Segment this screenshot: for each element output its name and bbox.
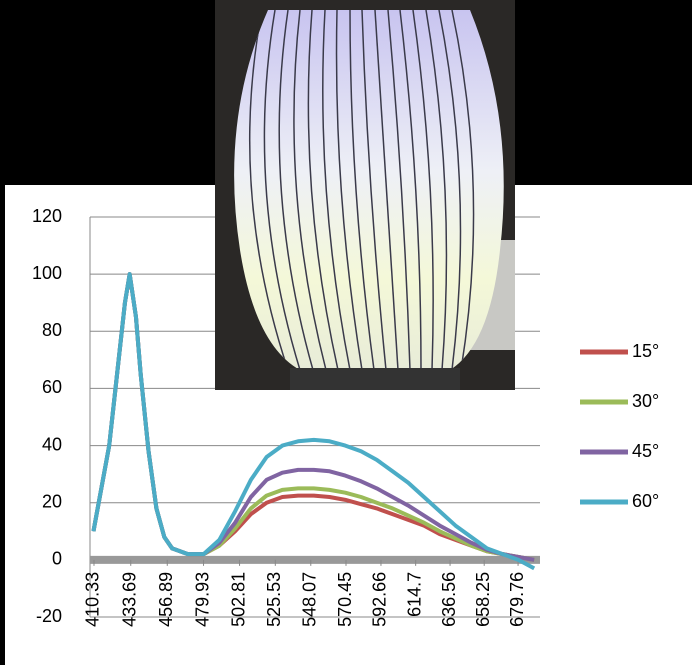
y-tick-label: 120 [32,206,62,226]
x-tick-label: 614.7 [404,572,424,617]
x-tick-label: 433.69 [120,572,140,627]
legend-label: 30° [632,391,659,411]
y-tick-label: 0 [52,549,62,569]
y-tick-label: 40 [42,434,62,454]
x-tick-label: 456.89 [156,572,176,627]
legend-label: 15° [632,341,659,361]
x-tick-label: 548.07 [300,572,320,627]
chart: -20 0 20 40 60 80 100 120 410.33 433.69 456.89 479.… [0,0,692,665]
y-tick-label: -20 [36,606,62,626]
x-tick-label: 658.25 [473,572,493,627]
photo [215,0,515,390]
x-tick-label: 592.66 [370,572,390,627]
y-tick-label: 60 [42,377,62,397]
x-tick-label: 502.81 [228,572,248,627]
y-tick-label: 80 [42,320,62,340]
y-tick-label: 100 [32,263,62,283]
x-tick-label: 410.33 [83,572,103,627]
x-tick-label: 570.45 [335,572,355,627]
x-tick-label: 525.53 [264,572,284,627]
x-tick-label: 636.56 [439,572,459,627]
x-tick-label: 479.93 [192,572,212,627]
legend-label: 60° [632,491,659,511]
legend-label: 45° [632,441,659,461]
y-tick-label: 20 [42,491,62,511]
x-tick-label: 679.76 [507,572,527,627]
